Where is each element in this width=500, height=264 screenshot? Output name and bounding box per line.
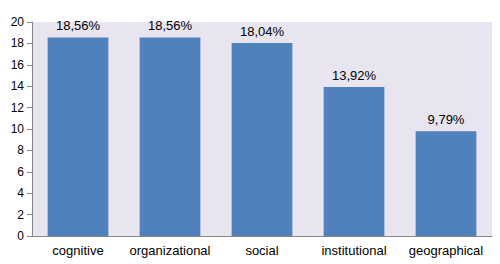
svg-text:geographical: geographical <box>409 243 484 258</box>
svg-text:12: 12 <box>11 101 25 115</box>
svg-text:18,56%: 18,56% <box>148 18 193 33</box>
svg-text:0: 0 <box>17 229 24 243</box>
svg-text:4: 4 <box>17 186 24 200</box>
svg-text:cognitive: cognitive <box>52 243 103 258</box>
svg-text:10: 10 <box>11 122 25 136</box>
svg-text:14: 14 <box>11 79 25 93</box>
svg-text:9,79%: 9,79% <box>428 112 465 127</box>
svg-text:2: 2 <box>17 208 24 222</box>
svg-text:16: 16 <box>11 58 25 72</box>
svg-text:social: social <box>245 243 278 258</box>
svg-text:20: 20 <box>11 15 25 29</box>
svg-text:18,56%: 18,56% <box>56 18 101 33</box>
svg-text:13,92%: 13,92% <box>332 68 377 83</box>
svg-text:6: 6 <box>17 165 24 179</box>
svg-text:18,04%: 18,04% <box>240 24 285 39</box>
svg-text:organizational: organizational <box>130 243 211 258</box>
svg-text:8: 8 <box>17 143 24 157</box>
svg-text:institutional: institutional <box>321 243 386 258</box>
svg-text:18: 18 <box>11 36 25 50</box>
